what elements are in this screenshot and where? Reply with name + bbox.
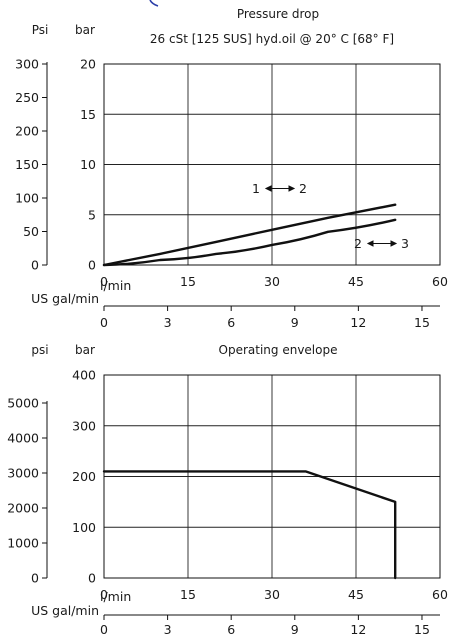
y-tick-psi: 100 [15, 191, 39, 206]
y-tick-psi: 2000 [7, 501, 39, 516]
x2-tick-label: 3 [164, 622, 172, 635]
x2-tick-label: 0 [100, 315, 108, 330]
y-tick-bar: 5 [88, 207, 96, 222]
y-tick-bar: 200 [72, 469, 96, 484]
y-tick-bar: 15 [80, 107, 96, 122]
annotation-arrow-head-right [390, 240, 398, 247]
x2-tick-label: 15 [414, 315, 430, 330]
series-line-0 [102, 470, 397, 580]
y-tick-psi: 4000 [7, 431, 39, 446]
left-unit-label: Psi [32, 23, 49, 37]
y-tick-psi: 50 [23, 224, 39, 239]
x-axis-label: l/min [100, 589, 131, 604]
x-tick-label: 15 [180, 274, 196, 289]
plot-frame [103, 63, 441, 266]
left-unit-label: psi [31, 343, 48, 357]
x2-tick-label: 6 [227, 315, 235, 330]
y-tick-bar: 100 [72, 520, 96, 535]
x-tick-label: 0 [100, 274, 108, 289]
y-tick-bar: 300 [72, 418, 96, 433]
x2-tick-label: 9 [291, 315, 299, 330]
x-axis-label: l/min [100, 278, 131, 293]
x2-tick-label: 12 [350, 622, 366, 635]
y-tick-psi: 1000 [7, 536, 39, 551]
series-line-1 [102, 218, 397, 267]
y-tick-bar: 400 [72, 368, 96, 383]
annotation-arrow-head-left [264, 185, 272, 192]
x-tick-label: 15 [180, 587, 196, 602]
x2-tick-label: 9 [291, 622, 299, 635]
y-tick-psi: 0 [31, 571, 39, 586]
y-tick-psi: 0 [31, 258, 39, 273]
series-annotation-to: 2 [299, 181, 307, 196]
x-tick-label: 60 [432, 274, 448, 289]
chart-title: Pressure drop [237, 7, 319, 21]
x2-tick-label: 15 [414, 622, 430, 635]
y-tick-bar: 0 [88, 571, 96, 586]
y-tick-psi: 300 [15, 57, 39, 72]
annotation-arrow-head-left [366, 240, 374, 247]
plot-frame [103, 374, 441, 579]
y-tick-psi: 3000 [7, 466, 39, 481]
chart-title: Operating envelope [219, 343, 338, 357]
series-annotation-from: 2 [354, 236, 362, 251]
right-unit-label: bar [75, 23, 95, 37]
x2-axis-label: US gal/min [31, 603, 99, 618]
x2-tick-label: 6 [227, 622, 235, 635]
x-tick-label: 60 [432, 587, 448, 602]
x-tick-label: 30 [264, 587, 280, 602]
annotation-arrow-head-right [288, 185, 296, 192]
x-tick-label: 0 [100, 587, 108, 602]
x-tick-label: 30 [264, 274, 280, 289]
series-annotation-from: 1 [252, 181, 260, 196]
x2-tick-label: 12 [350, 315, 366, 330]
decorative-arc [149, 0, 159, 7]
y-tick-bar: 0 [88, 258, 96, 273]
y-tick-psi: 150 [15, 157, 39, 172]
right-unit-label: bar [75, 343, 95, 357]
series-annotation-to: 3 [401, 236, 409, 251]
x2-axis-label: US gal/min [31, 291, 99, 306]
x-tick-label: 45 [348, 587, 364, 602]
y-tick-bar: 10 [80, 157, 96, 172]
y-tick-psi: 5000 [7, 396, 39, 411]
y-tick-psi: 250 [15, 90, 39, 105]
series-line-0 [102, 203, 397, 267]
y-tick-bar: 20 [80, 57, 96, 72]
chart-subtitle: 26 cSt [125 SUS] hyd.oil @ 20° C [68° F] [150, 32, 394, 46]
x-tick-label: 45 [348, 274, 364, 289]
y-tick-psi: 200 [15, 124, 39, 139]
pressure-drop-chart: Pressure drop 26 cSt [125 SUS] hyd.oil @ … [15, 7, 448, 330]
x2-tick-label: 3 [164, 315, 172, 330]
x2-tick-label: 0 [100, 622, 108, 635]
